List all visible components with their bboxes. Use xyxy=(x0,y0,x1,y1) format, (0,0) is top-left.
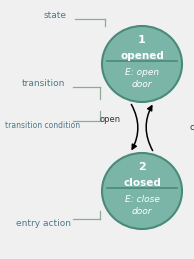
Text: 1: 1 xyxy=(138,35,146,45)
Text: door: door xyxy=(132,207,152,217)
Text: close: close xyxy=(190,123,194,132)
Text: door: door xyxy=(132,80,152,89)
Ellipse shape xyxy=(102,153,182,229)
Text: transition: transition xyxy=(21,80,65,89)
Text: closed: closed xyxy=(123,178,161,188)
Text: open: open xyxy=(100,115,120,124)
Text: opened: opened xyxy=(120,51,164,61)
Text: E: open: E: open xyxy=(125,68,159,77)
Ellipse shape xyxy=(102,26,182,102)
Text: transition condition: transition condition xyxy=(5,121,81,131)
Text: E: close: E: close xyxy=(125,195,159,204)
Text: entry action: entry action xyxy=(16,219,70,228)
Text: 2: 2 xyxy=(138,162,146,172)
Text: state: state xyxy=(43,11,67,20)
